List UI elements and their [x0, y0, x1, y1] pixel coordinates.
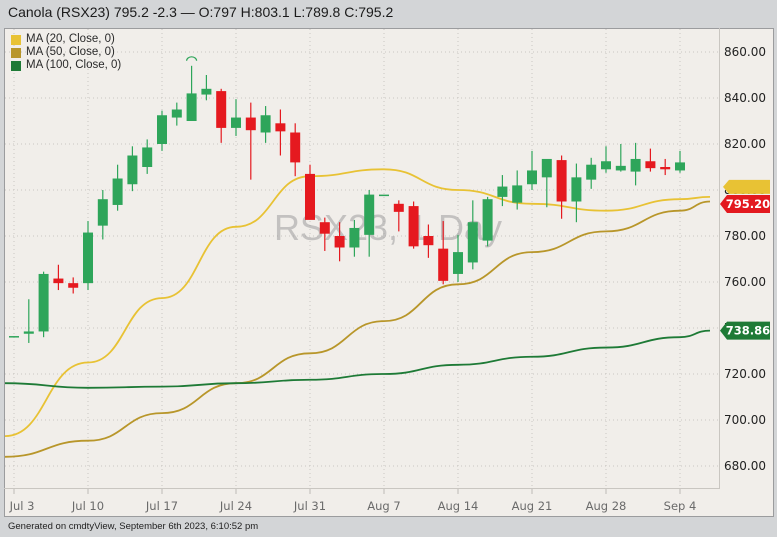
candle — [556, 160, 567, 202]
candle — [157, 115, 167, 144]
legend-label: MA (20, Close, 0) — [26, 33, 115, 45]
grid-lines — [5, 29, 719, 488]
candle — [379, 194, 389, 197]
candle — [319, 222, 330, 234]
candle — [482, 199, 493, 241]
x-tick-label: Aug 28 — [586, 499, 627, 513]
candle — [83, 232, 93, 284]
candles — [9, 56, 685, 343]
y-axis: 860.00840.00820.00800.00780.00760.00740.… — [724, 45, 766, 473]
candle — [38, 273, 49, 332]
candle — [334, 236, 345, 248]
generated-footer: Generated on cmdtyView, September 6th 20… — [8, 521, 259, 532]
candle — [68, 283, 79, 288]
candle — [393, 203, 404, 212]
y-tick-label: 720.00 — [724, 367, 766, 381]
price-tags: 795.20 738.86 — [720, 179, 770, 340]
x-tick-label: Aug 7 — [367, 499, 400, 513]
candle — [9, 336, 19, 338]
legend-label: MA (50, Close, 0) — [26, 46, 115, 58]
candle — [645, 161, 656, 169]
candle — [630, 158, 641, 172]
y-tick-label: 760.00 — [724, 275, 766, 289]
x-axis: Jul 3 Jul 10 Jul 17 Jul 24 Jul 31 Aug 7 Aug 14… — [9, 489, 697, 513]
candle — [453, 252, 463, 274]
ma20-price-tag — [723, 179, 770, 194]
candle — [142, 147, 153, 167]
moving-average-lines — [4, 168, 711, 458]
candle — [245, 117, 256, 131]
candle — [53, 278, 64, 284]
candle — [601, 161, 611, 170]
candle — [97, 199, 108, 226]
candle — [675, 162, 685, 171]
last-price-tag — [720, 195, 770, 214]
y-tick-label: 840.00 — [724, 91, 766, 105]
x-tick-label: Jul 24 — [219, 499, 252, 513]
candle — [408, 206, 419, 247]
candle — [438, 248, 449, 281]
candle — [260, 115, 271, 133]
candle — [171, 109, 182, 118]
last-price-label: 795.20 — [726, 197, 770, 211]
candle — [467, 222, 478, 263]
x-tick-label: Jul 31 — [293, 499, 326, 513]
legend: MA (20, Close, 0) MA (50, Close, 0) MA (… — [11, 33, 121, 72]
candle — [186, 93, 197, 121]
candle — [527, 170, 537, 185]
ma50-swatch-icon — [11, 47, 21, 58]
x-tick-label: Jul 3 — [9, 499, 35, 513]
candle — [23, 331, 34, 334]
y-tick-label: 700.00 — [724, 413, 766, 427]
candle — [497, 186, 508, 197]
x-tick-label: Jul 17 — [145, 499, 178, 513]
chart-frame — [4, 28, 774, 517]
candle — [127, 155, 138, 185]
chart-title: Canola (RSX23) 795.2 -2.3 — O:797 H:803.… — [8, 4, 394, 20]
x-tick-label: Jul 10 — [71, 499, 104, 513]
candle — [615, 165, 626, 171]
candle — [423, 236, 434, 246]
legend-label: MA (100, Close, 0) — [26, 59, 122, 71]
candle — [231, 117, 241, 128]
legend-item-ma20[interactable]: MA (20, Close, 0) — [11, 33, 121, 46]
ma-line — [4, 329, 711, 389]
x-tick-label: Aug 21 — [512, 499, 553, 513]
plot-area[interactable] — [4, 28, 720, 489]
candle — [290, 132, 301, 163]
ma100-price-label: 738.86 — [726, 324, 770, 338]
candle — [275, 123, 286, 132]
candle — [586, 164, 597, 180]
legend-item-ma100[interactable]: MA (100, Close, 0) — [11, 59, 121, 72]
candle — [201, 88, 212, 95]
candle — [541, 158, 552, 178]
candle — [112, 178, 123, 205]
y-tick-label: 820.00 — [724, 137, 766, 151]
ma20-swatch-icon — [11, 34, 21, 45]
ma-line — [4, 168, 711, 437]
ma100-price-tag — [720, 321, 770, 340]
x-tick-label: Aug 14 — [438, 499, 479, 513]
high-marker-icon — [186, 56, 198, 61]
candle — [571, 177, 582, 202]
y-tick-label: 860.00 — [724, 45, 766, 59]
candle — [216, 91, 227, 128]
ma-line — [4, 200, 711, 458]
candle — [364, 194, 375, 235]
ma100-swatch-icon — [11, 60, 21, 71]
x-tick-label: Sep 4 — [664, 499, 697, 513]
candle — [349, 227, 360, 248]
candle — [305, 173, 315, 220]
y-tick-label: 680.00 — [724, 459, 766, 473]
candle — [512, 185, 523, 203]
candle — [660, 167, 671, 170]
y-tick-label: 780.00 — [724, 229, 766, 243]
legend-item-ma50[interactable]: MA (50, Close, 0) — [11, 46, 121, 59]
